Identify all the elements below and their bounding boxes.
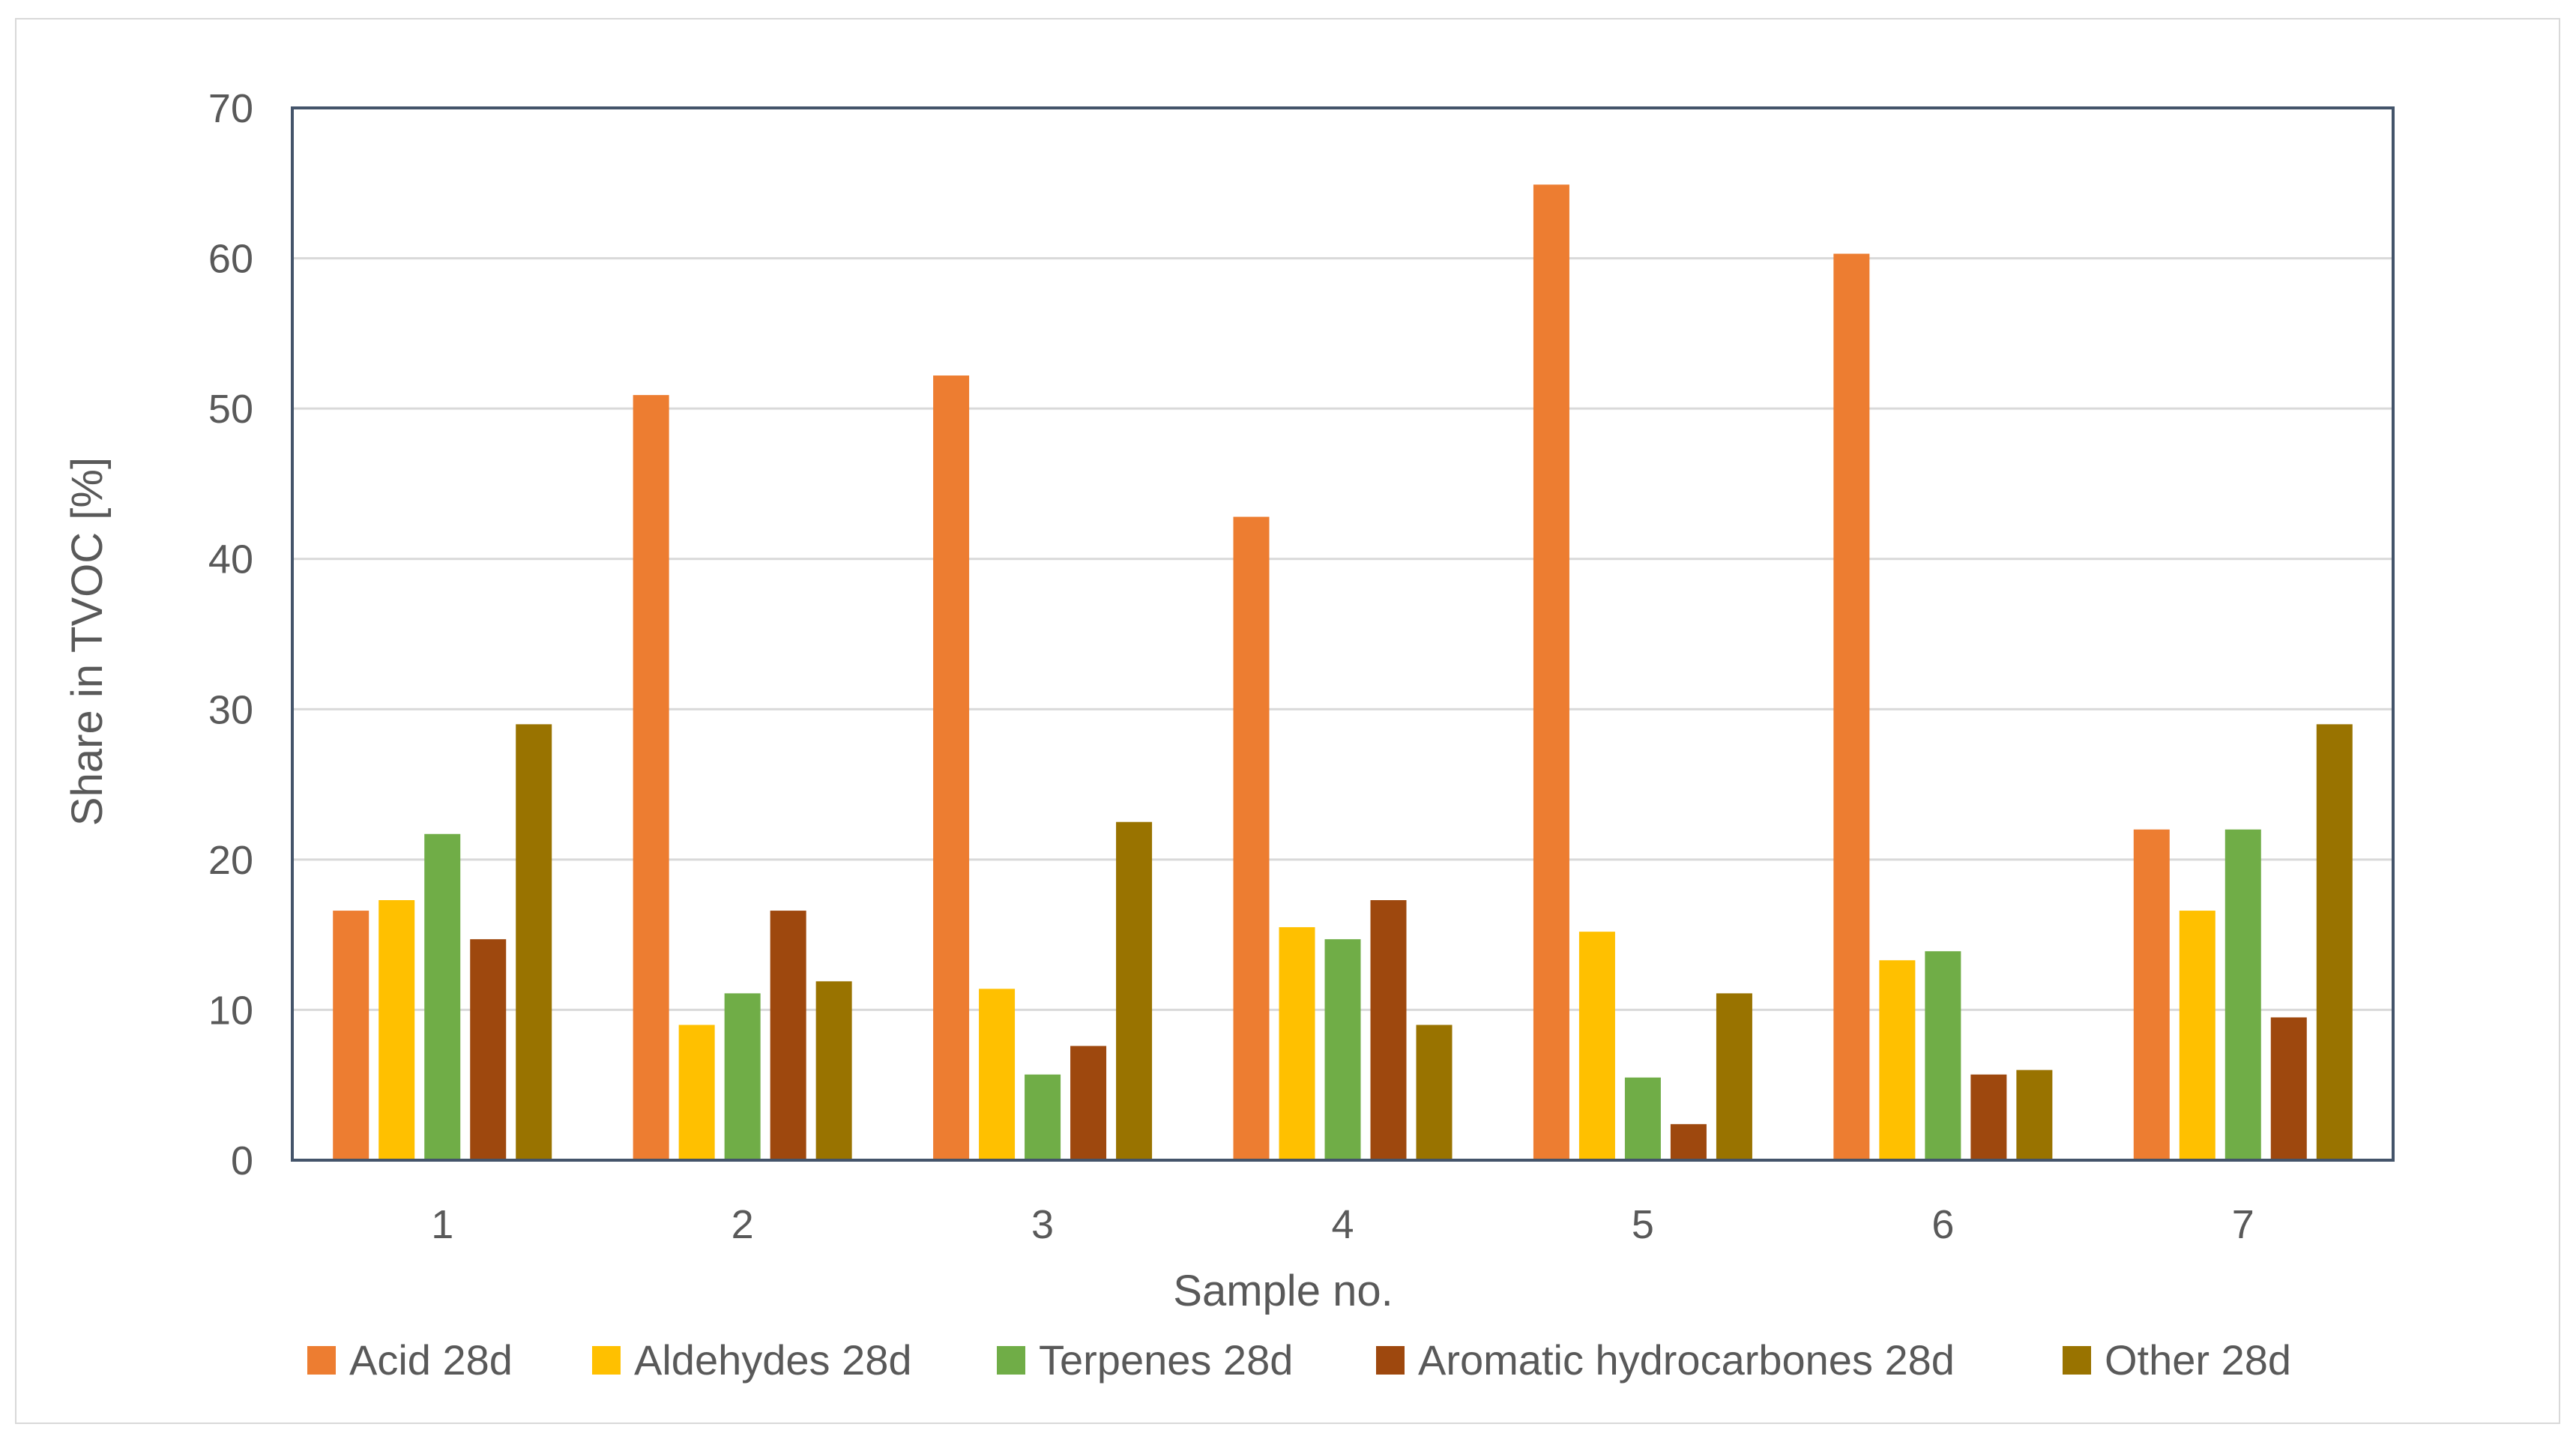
legend-label: Aldehydes 28d [634, 1336, 912, 1384]
bar [1716, 993, 1752, 1160]
legend: Acid 28d Aldehydes 28d Terpenes 28d Aromati… [307, 1336, 2291, 1384]
bars [333, 184, 2353, 1161]
bar [770, 911, 806, 1160]
bar [1925, 951, 1961, 1160]
bar [1116, 821, 1153, 1160]
bar [1533, 184, 1569, 1161]
x-axis-ticks: 1 2 3 4 5 6 7 [431, 1202, 2254, 1247]
x-tick-label: 7 [2232, 1202, 2254, 1247]
bar [516, 724, 552, 1160]
y-tick-label: 20 [208, 838, 253, 883]
y-tick-label: 60 [208, 237, 253, 282]
bar [1279, 927, 1315, 1160]
bar [1624, 1077, 1661, 1160]
chart-frame [15, 18, 2560, 1424]
legend-swatch [997, 1346, 1025, 1375]
bar [1833, 253, 1870, 1160]
bar [378, 900, 415, 1160]
legend-label: Acid 28d [349, 1336, 513, 1384]
x-tick-label: 1 [431, 1202, 453, 1247]
bar [2016, 1070, 2053, 1160]
bar [678, 1025, 715, 1160]
y-tick-label: 30 [208, 687, 253, 732]
legend-swatch [2063, 1346, 2091, 1375]
bar [470, 939, 507, 1160]
y-axis-title: Share in TVOC [%] [63, 457, 112, 826]
bar [815, 981, 852, 1160]
x-tick-label: 3 [1031, 1202, 1054, 1247]
x-tick-label: 2 [732, 1202, 754, 1247]
bar [2270, 1017, 2307, 1160]
bar [1416, 1025, 1453, 1160]
bar [1670, 1123, 1707, 1160]
bar [333, 911, 369, 1160]
bar [1324, 939, 1361, 1160]
bar [1370, 900, 1407, 1160]
bar [1578, 932, 1615, 1160]
bar [979, 989, 1016, 1160]
legend-label: Terpenes 28d [1039, 1336, 1293, 1384]
bar [2316, 724, 2353, 1160]
plot-area-border [291, 106, 2395, 1162]
legend-swatch [1376, 1346, 1405, 1375]
bar [933, 375, 970, 1161]
bar [2179, 911, 2215, 1160]
bar [1233, 516, 1270, 1160]
bar [1879, 960, 1916, 1160]
y-tick-label: 40 [208, 537, 253, 582]
bar [424, 833, 461, 1160]
legend-swatch [592, 1346, 621, 1375]
y-axis-ticks: 0 10 20 30 40 50 60 70 [208, 86, 253, 1183]
x-tick-label: 5 [1632, 1202, 1654, 1247]
y-tick-label: 70 [208, 86, 253, 131]
x-axis-title: Sample no. [1173, 1267, 1393, 1315]
bar [724, 993, 761, 1160]
y-tick-label: 0 [231, 1138, 253, 1183]
bar [1025, 1074, 1061, 1160]
x-tick-label: 4 [1331, 1202, 1354, 1247]
legend-label: Aromatic hydrocarbones 28d [1418, 1336, 1955, 1384]
legend-label: Other 28d [2105, 1336, 2291, 1384]
bar [2224, 829, 2261, 1160]
x-tick-label: 6 [1931, 1202, 1954, 1247]
bar [1970, 1074, 2007, 1160]
bar [633, 395, 669, 1160]
legend-swatch [307, 1346, 336, 1375]
y-tick-label: 50 [208, 387, 253, 432]
bar [1070, 1046, 1107, 1160]
y-tick-label: 10 [208, 988, 253, 1033]
bar [2133, 829, 2170, 1160]
